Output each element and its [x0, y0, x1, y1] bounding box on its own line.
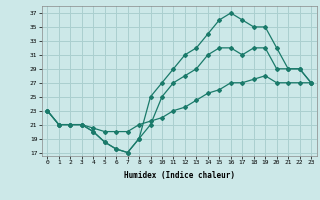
X-axis label: Humidex (Indice chaleur): Humidex (Indice chaleur) [124, 171, 235, 180]
